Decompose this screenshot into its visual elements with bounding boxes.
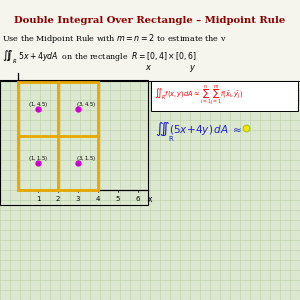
Text: 6: 6 <box>136 196 140 202</box>
FancyBboxPatch shape <box>151 81 298 111</box>
Text: 3: 3 <box>76 196 80 202</box>
Text: $\iint\!\!\!\int_R\;5x + 4ydA$  on the rectangle  $R=[0,4]\times[0,6]$: $\iint\!\!\!\int_R\;5x + 4ydA$ on the re… <box>2 48 197 65</box>
Text: $(1,1.5)$: $(1,1.5)$ <box>28 154 48 163</box>
Text: 2: 2 <box>56 196 60 202</box>
Text: $(1,4.5)$: $(1,4.5)$ <box>28 100 48 109</box>
Text: $(3,4.5)$: $(3,4.5)$ <box>76 100 96 109</box>
Text: 4: 4 <box>96 196 100 202</box>
Text: Double Integral Over Rectangle – Midpoint Rule: Double Integral Over Rectangle – Midpoin… <box>14 16 286 25</box>
Text: $\iint_R f(x,y)dA \approx \sum_{i=1}^{n}\sum_{j=1}^{m} f(\bar{x}_i,\bar{y}_j)$: $\iint_R f(x,y)dA \approx \sum_{i=1}^{n}… <box>154 83 243 106</box>
Text: $(3,1.5)$: $(3,1.5)$ <box>76 154 96 163</box>
Text: x: x <box>148 195 152 204</box>
Bar <box>18 82 98 190</box>
Text: 5: 5 <box>116 196 120 202</box>
Bar <box>0 80 148 205</box>
Text: Use the Midpoint Rule with $m=n=2$ to estimate the v: Use the Midpoint Rule with $m=n=2$ to es… <box>2 32 227 45</box>
Bar <box>0 0 300 81</box>
Text: y: y <box>190 63 194 72</box>
Text: R: R <box>168 136 173 142</box>
Text: 1: 1 <box>36 196 40 202</box>
Text: $\iint\!\!\!\int(5x\!+\!4y)\,dA\;\approx$: $\iint\!\!\!\int(5x\!+\!4y)\,dA\;\approx… <box>155 120 242 138</box>
Text: x: x <box>146 63 151 72</box>
